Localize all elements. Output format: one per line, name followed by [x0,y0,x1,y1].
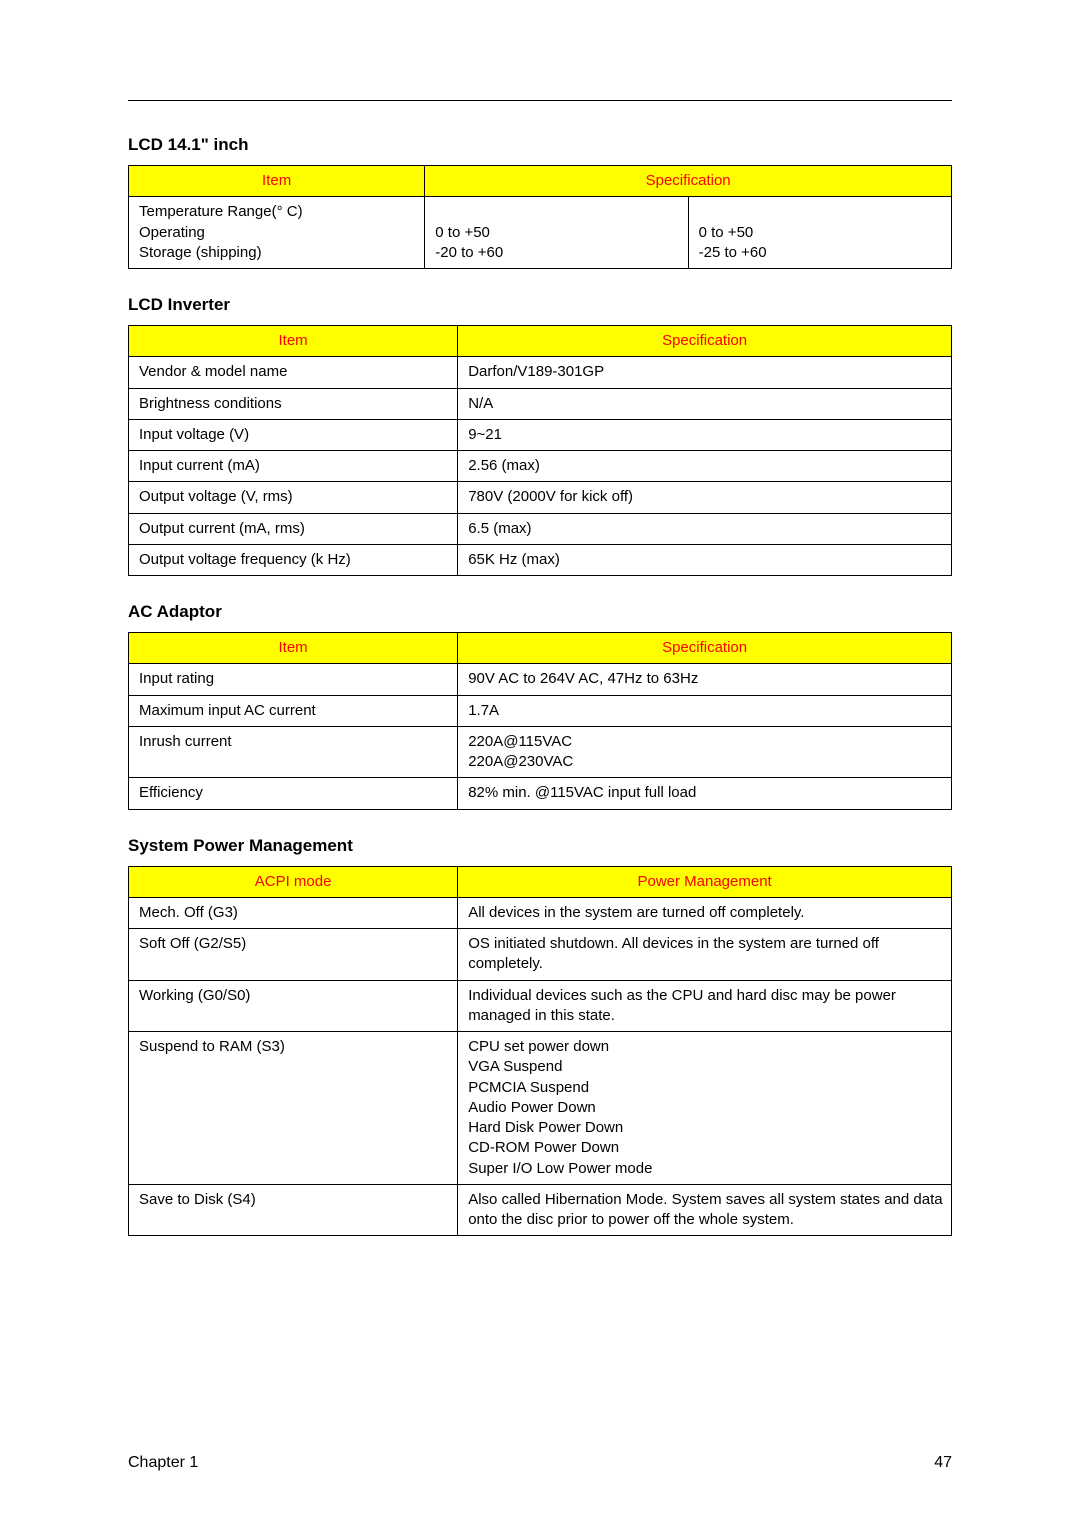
footer-chapter: Chapter 1 [128,1454,198,1472]
top-rule [128,100,952,101]
cell-item: Soft Off (G2/S5) [129,929,458,981]
table-row: Maximum input AC current1.7A [129,695,952,726]
cell-item: Save to Disk (S4) [129,1184,458,1236]
tbody-power: Mech. Off (G3)All devices in the system … [129,897,952,1236]
cell-spec: 65K Hz (max) [458,544,952,575]
cell-spec: All devices in the system are turned off… [458,897,952,928]
section-title-ac: AC Adaptor [128,602,952,622]
cell-spec: 6.5 (max) [458,513,952,544]
cell-spec: 90V AC to 264V AC, 47Hz to 63Hz [458,664,952,695]
cell-spec: 82% min. @115VAC input full load [458,778,952,809]
table-row: Efficiency82% min. @115VAC input full lo… [129,778,952,809]
cell-item: Output voltage (V, rms) [129,482,458,513]
cell-item: Efficiency [129,778,458,809]
tbody-inverter: Vendor & model nameDarfon/V189-301GPBrig… [129,357,952,576]
page: LCD 14.1" inch Item Specification Temper… [0,0,1080,1528]
cell-item: Brightness conditions [129,388,458,419]
cell-item: Input current (mA) [129,451,458,482]
cell-spec: Darfon/V189-301GP [458,357,952,388]
table-inverter: Item Specification Vendor & model nameDa… [128,325,952,576]
th-item: Item [129,326,458,357]
table-header-row: ACPI mode Power Management [129,866,952,897]
cell-spec: 1.7A [458,695,952,726]
cell-spec: 0 to +50 -25 to +60 [688,197,951,269]
th-spec: Power Management [458,866,952,897]
table-header-row: Item Specification [129,326,952,357]
cell-spec: 9~21 [458,419,952,450]
section-title-power: System Power Management [128,836,952,856]
cell-item: Output current (mA, rms) [129,513,458,544]
cell-item: Suspend to RAM (S3) [129,1032,458,1185]
cell-item: Working (G0/S0) [129,980,458,1032]
table-row: Working (G0/S0)Individual devices such a… [129,980,952,1032]
th-item: Item [129,633,458,664]
table-row: Vendor & model nameDarfon/V189-301GP [129,357,952,388]
section-title-lcd: LCD 14.1" inch [128,135,952,155]
th-spec: Specification [458,633,952,664]
table-header-row: Item Specification [129,166,952,197]
table-row: Input voltage (V)9~21 [129,419,952,450]
cell-item: Mech. Off (G3) [129,897,458,928]
table-row: Mech. Off (G3)All devices in the system … [129,897,952,928]
cell-item: Vendor & model name [129,357,458,388]
th-spec: Specification [425,166,952,197]
th-item: Item [129,166,425,197]
table-row: Suspend to RAM (S3)CPU set power down VG… [129,1032,952,1185]
cell-item: Temperature Range(° C) Operating Storage… [129,197,425,269]
section-title-inverter: LCD Inverter [128,295,952,315]
table-lcd: Item Specification Temperature Range(° C… [128,165,952,269]
table-row: Output voltage (V, rms)780V (2000V for k… [129,482,952,513]
table-power: ACPI mode Power Management Mech. Off (G3… [128,866,952,1237]
table-header-row: Item Specification [129,633,952,664]
table-row: Brightness conditionsN/A [129,388,952,419]
cell-spec: CPU set power down VGA Suspend PCMCIA Su… [458,1032,952,1185]
table-row: Output current (mA, rms)6.5 (max) [129,513,952,544]
table-row: Input current (mA)2.56 (max) [129,451,952,482]
th-item: ACPI mode [129,866,458,897]
cell-spec: 0 to +50 -20 to +60 [425,197,688,269]
table-row: Inrush current220A@115VAC 220A@230VAC [129,726,952,778]
table-row: Input rating90V AC to 264V AC, 47Hz to 6… [129,664,952,695]
tbody-ac: Input rating90V AC to 264V AC, 47Hz to 6… [129,664,952,809]
cell-spec: Individual devices such as the CPU and h… [458,980,952,1032]
table-row: Soft Off (G2/S5)OS initiated shutdown. A… [129,929,952,981]
table-row: Save to Disk (S4)Also called Hibernation… [129,1184,952,1236]
cell-spec: N/A [458,388,952,419]
cell-spec: 2.56 (max) [458,451,952,482]
cell-spec: Also called Hibernation Mode. System sav… [458,1184,952,1236]
cell-item: Output voltage frequency (k Hz) [129,544,458,575]
cell-item: Input voltage (V) [129,419,458,450]
footer-page-number: 47 [934,1454,952,1472]
table-ac: Item Specification Input rating90V AC to… [128,632,952,810]
page-footer: Chapter 1 47 [128,1454,952,1472]
cell-spec: 220A@115VAC 220A@230VAC [458,726,952,778]
cell-spec: 780V (2000V for kick off) [458,482,952,513]
cell-spec: OS initiated shutdown. All devices in th… [458,929,952,981]
cell-item: Maximum input AC current [129,695,458,726]
table-row: Temperature Range(° C) Operating Storage… [129,197,952,269]
th-spec: Specification [458,326,952,357]
cell-item: Inrush current [129,726,458,778]
cell-item: Input rating [129,664,458,695]
table-row: Output voltage frequency (k Hz)65K Hz (m… [129,544,952,575]
